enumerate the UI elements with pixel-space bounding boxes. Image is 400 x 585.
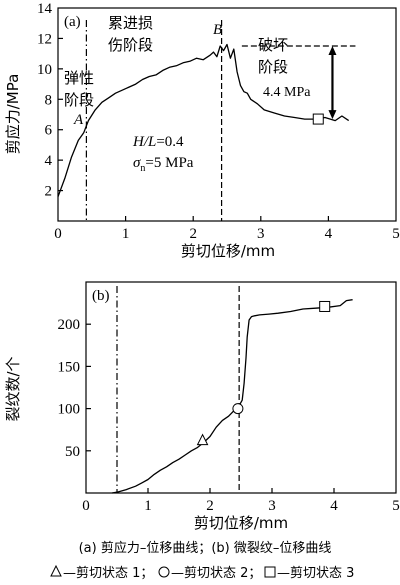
failure-stage-label-line-2: 阶段 [258, 58, 288, 76]
panel-a-label: (a) [64, 14, 81, 30]
panel-a-y-axis-label: 剪应力/MPa [4, 74, 22, 155]
ratio-symbol: H/L [132, 134, 156, 150]
b-marker-square [319, 300, 331, 312]
parameter-normal-stress: σn=5 MPa [133, 155, 194, 174]
legend-marker-square [264, 566, 276, 578]
legend-marker-circle [158, 566, 170, 578]
b-marker-triangle [196, 433, 209, 446]
a-y-tick-label: 2 [45, 184, 53, 200]
a-x-tick-label: 3 [257, 226, 265, 242]
panel-a-x-axis-label: 剪切位移/mm [181, 242, 275, 260]
a-y-tick-label: 6 [45, 123, 53, 139]
failure-stage-label-line-1: 破坏 [258, 36, 288, 54]
a-y-tick-label: 14 [37, 1, 53, 17]
panel-b-y-axis-label: 裂纹数/个 [4, 356, 22, 421]
a-x-tick-label: 1 [122, 226, 130, 242]
b-y-tick-label: 200 [58, 317, 81, 333]
b-x-tick-label: 1 [144, 498, 152, 514]
b-y-tick-label: 100 [58, 402, 81, 418]
a-y-tick-label: 12 [37, 31, 52, 47]
a-series-line [57, 43, 350, 197]
b-marker-circle [232, 403, 244, 415]
legend-item-label: —剪切状态 3 [277, 565, 354, 581]
a-frame [57, 7, 397, 222]
sigma-symbol: σ [133, 155, 141, 171]
b-x-tick-label: 0 [82, 498, 90, 514]
panel-b-label: (b) [92, 288, 110, 304]
b-series-line [111, 299, 353, 494]
ratio-value: =0.4 [156, 134, 184, 150]
parameter-height-length-ratio: H/L=0.4 [132, 134, 184, 150]
a-y-tick-label: 10 [37, 62, 52, 78]
figure-caption: (a) 剪应力–位移曲线；(b) 微裂纹–位移曲线 [79, 540, 332, 556]
legend-item-label: —剪切状态 1； [63, 565, 153, 581]
legend-item-label: —剪切状态 2； [171, 565, 261, 581]
damage-stage-label-line-1: 累进损 [108, 14, 153, 32]
a-x-tick-label: 5 [392, 226, 400, 242]
sigma-subscript: n [140, 163, 145, 174]
point-a-label: A [73, 112, 84, 128]
panel-b-chart: 0 1 2 3 4 5 50 100 150 200 (b) 剪切位移/mm 裂纹数/个 [4, 281, 400, 532]
damage-stage-label-line-2: 伤阶段 [108, 36, 153, 54]
b-frame [85, 281, 397, 494]
stress-drop-arrow-head-up [328, 46, 337, 56]
point-b-label: B [213, 22, 222, 38]
b-y-tick-label: 50 [65, 444, 80, 460]
panel-b-x-axis-label: 剪切位移/mm [194, 514, 288, 532]
b-x-tick-label: 4 [330, 498, 338, 514]
b-x-tick-label: 3 [268, 498, 276, 514]
a-marker-square [312, 113, 324, 125]
b-x-tick-label: 2 [206, 498, 214, 514]
elastic-stage-label-line-2: 阶段 [64, 91, 94, 109]
a-y-tick-label: 8 [45, 92, 53, 108]
stress-drop-value: 4.4 MPa [263, 85, 311, 100]
panel-b-plot-area: 0 1 2 3 4 5 50 100 150 200 [58, 281, 400, 514]
b-x-tick-label: 5 [392, 498, 400, 514]
a-y-tick-label: 4 [45, 153, 53, 169]
elastic-stage-label-line-1: 弹性 [64, 69, 94, 87]
a-x-tick-label: 0 [54, 226, 62, 242]
sigma-value: =5 MPa [145, 155, 193, 171]
legend: —剪切状态 1； —剪切状态 2； —剪切状态 3 [50, 564, 354, 581]
stress-drop-arrow-head-down [328, 110, 337, 120]
b-y-tick-label: 150 [58, 359, 81, 375]
legend-marker-triangle [50, 564, 62, 577]
a-x-tick-label: 4 [325, 226, 333, 242]
a-x-tick-label: 2 [189, 226, 197, 242]
